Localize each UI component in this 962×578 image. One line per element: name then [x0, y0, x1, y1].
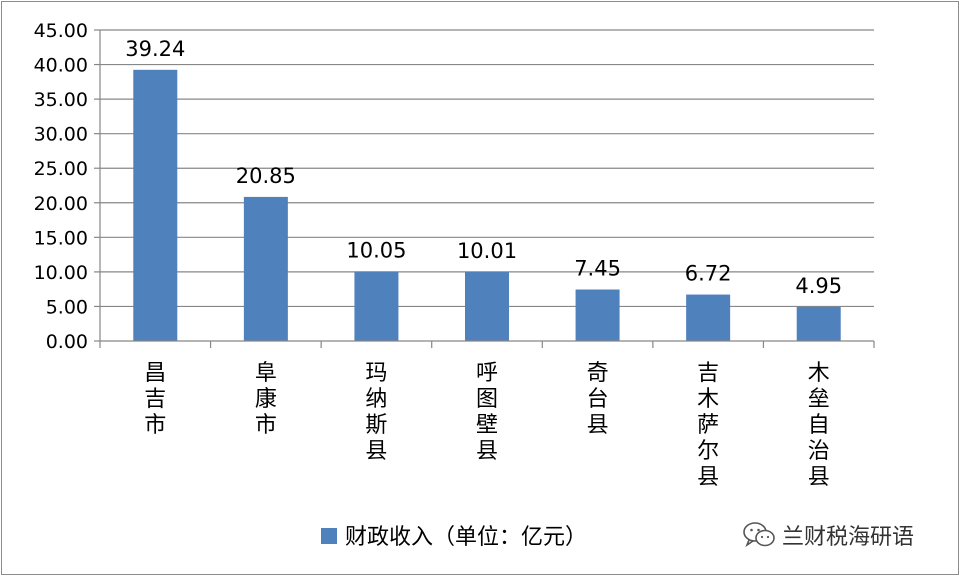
category-label: 阜康市	[255, 361, 277, 438]
y-tick-label: 30.00	[34, 124, 88, 146]
data-label: 39.24	[125, 37, 185, 61]
labels: 0.00 5.00 10.00 15.00 20.00 25.00 30.00 35.00 40…	[34, 20, 843, 490]
category-label: 吉木萨尔县	[697, 361, 719, 490]
bars	[133, 69, 841, 342]
y-tick-label: 15.00	[34, 227, 88, 249]
data-label: 20.85	[236, 164, 296, 188]
bar	[133, 69, 178, 342]
bar	[354, 271, 399, 341]
axes	[94, 29, 875, 348]
data-label: 7.45	[574, 257, 621, 281]
category-label: 木垒自治县	[808, 361, 830, 490]
legend-label: 财政收入（单位：亿元）	[345, 525, 587, 550]
watermark: 兰财税海研语	[742, 520, 914, 550]
wechat-icon	[743, 522, 775, 548]
legend: 财政收入（单位：亿元）	[321, 525, 587, 550]
y-tick-label: 25.00	[34, 158, 88, 180]
category-label: 呼图壁县	[476, 361, 498, 464]
y-tick-label: 20.00	[34, 193, 88, 215]
category-label: 奇台县	[587, 361, 609, 438]
watermark-text: 兰财税海研语	[782, 525, 915, 550]
y-tick-label: 0.00	[46, 331, 88, 353]
category-label: 昌吉市	[144, 361, 166, 438]
data-label: 6.72	[685, 262, 732, 286]
y-tick-label: 40.00	[34, 55, 88, 77]
gridlines	[100, 29, 874, 308]
data-label: 10.05	[346, 239, 406, 263]
bar	[465, 271, 509, 341]
bar	[686, 294, 731, 341]
legend-swatch	[321, 528, 337, 544]
y-tick-label: 45.00	[34, 20, 88, 42]
y-tick-label: 5.00	[46, 296, 88, 318]
data-label: 10.01	[457, 239, 517, 263]
bar	[796, 306, 841, 341]
category-label: 玛纳斯县	[365, 361, 387, 464]
bar	[575, 289, 620, 341]
data-label: 4.95	[795, 274, 842, 298]
y-tick-label: 10.00	[34, 262, 88, 284]
y-tick-label: 35.00	[34, 89, 88, 111]
bar	[243, 196, 288, 341]
